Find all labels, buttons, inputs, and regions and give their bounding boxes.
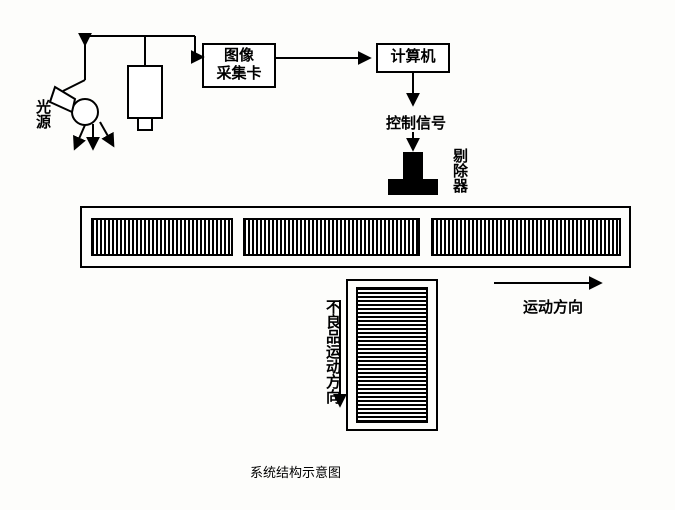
light-source-label: 光源 (32, 99, 53, 129)
conveyor-main (81, 207, 630, 267)
reject-chute (347, 280, 437, 430)
control-signal-label: 控制信号 (386, 112, 446, 133)
motion-direction-label: 运动方向 (523, 296, 583, 317)
camera-icon (128, 36, 162, 130)
diagram-svg (0, 0, 675, 510)
capture-card-label: 图像采集卡 (216, 48, 261, 83)
capture-card-box: 图像采集卡 (202, 43, 276, 88)
computer-box: 计算机 (376, 43, 450, 73)
diagram-stage: 图像采集卡 计算机 光源 控制信号 剔除器 运动方向 不良品运动方向 系统结构示… (0, 0, 675, 510)
rejector-icon (388, 152, 438, 195)
reject-direction-label: 不良品运动方向 (322, 299, 343, 404)
computer-label: 计算机 (390, 49, 435, 66)
diagram-caption: 系统结构示意图 (250, 462, 341, 481)
light-source-icon (50, 36, 113, 148)
rejector-label: 剔除器 (449, 148, 470, 193)
